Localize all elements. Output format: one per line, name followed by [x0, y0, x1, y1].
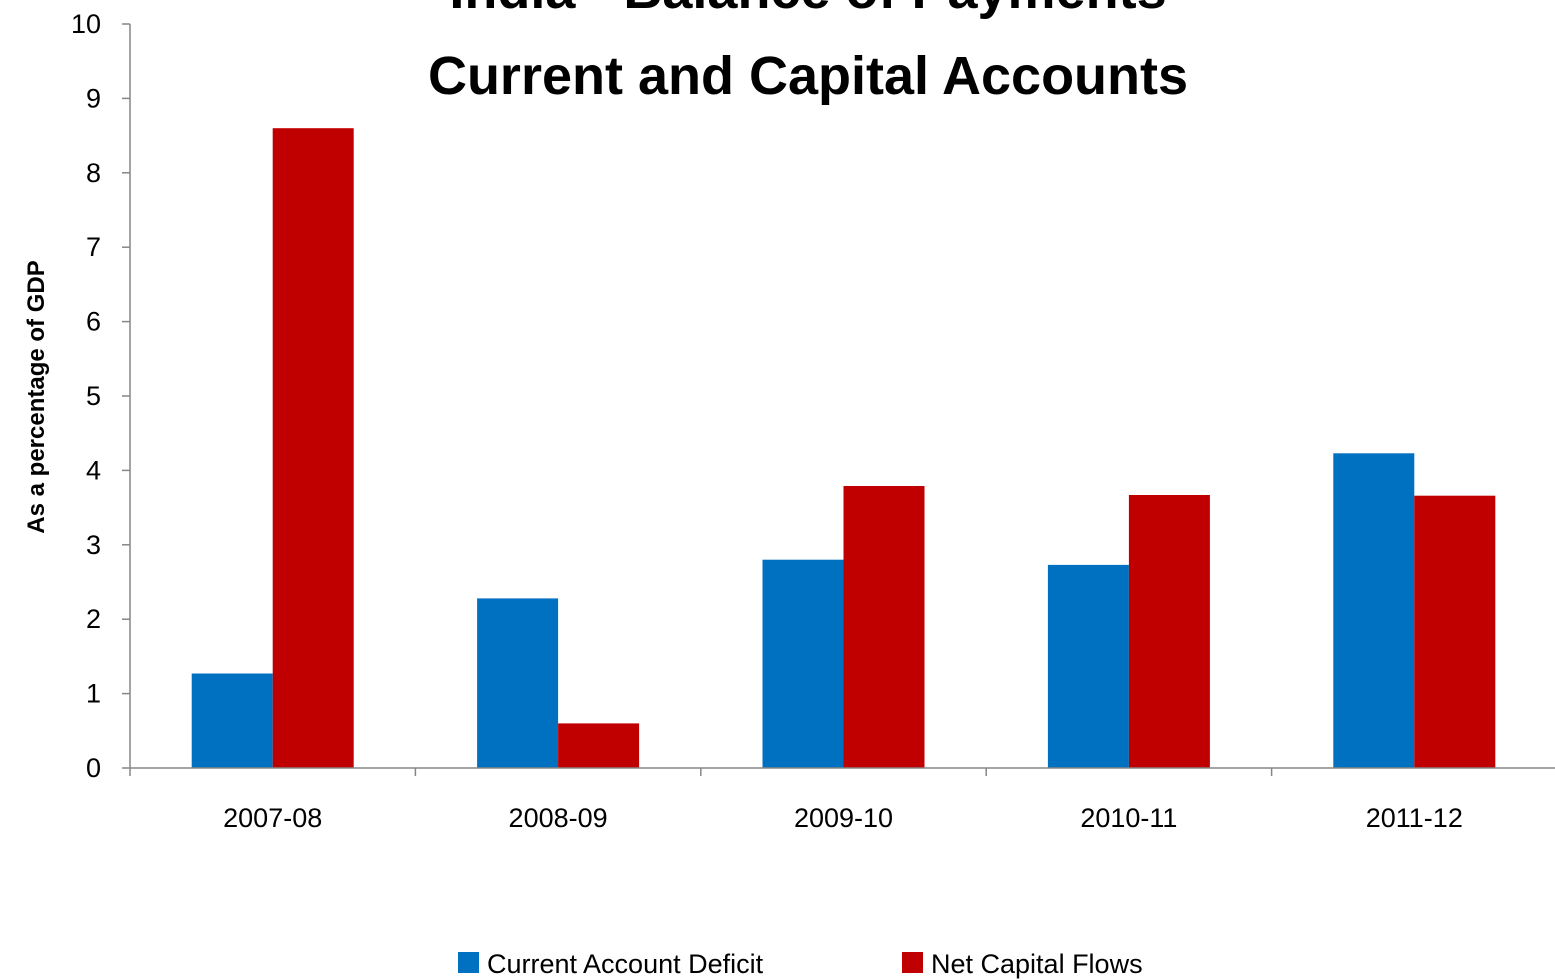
legend-swatch-net-capital-flows — [902, 952, 923, 973]
bar-net-capital-flows-2010-11 — [1128, 495, 1210, 768]
y-tick-label-7: 7 — [86, 232, 101, 262]
bar-current-account-deficit-2011-12 — [1333, 453, 1415, 768]
x-tick-label-2010-11: 2010-11 — [1080, 803, 1177, 833]
y-tick-label-3: 3 — [86, 530, 101, 560]
bar-current-account-deficit-2009-10 — [762, 559, 844, 768]
bar-net-capital-flows-2008-09 — [558, 723, 640, 768]
legend-swatch-current-account-deficit — [458, 952, 479, 973]
legend: Current Account Deficit Net Capital Flows — [458, 949, 1143, 979]
y-ticks-group: 0 1 2 3 4 5 6 7 8 9 10 — [71, 9, 130, 783]
y-tick-label-9: 9 — [86, 83, 101, 113]
chart-title-line-1: India - Balance of Payments — [449, 0, 1166, 20]
y-tick-label-10: 10 — [71, 9, 101, 39]
bars-group — [191, 128, 1496, 768]
y-tick-label-6: 6 — [86, 307, 101, 337]
bar-current-account-deficit-2008-09 — [477, 598, 559, 768]
y-tick-label-8: 8 — [86, 158, 101, 188]
x-tick-label-2011-12: 2011-12 — [1366, 803, 1463, 833]
bar-net-capital-flows-2011-12 — [1414, 495, 1496, 768]
y-tick-label-1: 1 — [86, 679, 101, 709]
x-tick-label-2008-09: 2008-09 — [509, 803, 608, 833]
y-tick-label-5: 5 — [86, 381, 101, 411]
y-tick-label-4: 4 — [86, 455, 101, 485]
bar-current-account-deficit-2007-08 — [191, 673, 273, 768]
bar-net-capital-flows-2009-10 — [843, 486, 925, 768]
y-tick-label-2: 2 — [86, 604, 101, 634]
y-tick-label-0: 0 — [86, 753, 101, 783]
x-tick-label-2007-08: 2007-08 — [223, 803, 322, 833]
legend-label-current-account-deficit: Current Account Deficit — [487, 949, 764, 979]
bar-net-capital-flows-2007-08 — [272, 128, 354, 768]
chart-title-line-2: Current and Capital Accounts — [428, 46, 1188, 106]
x-tick-label-2009-10: 2009-10 — [794, 803, 893, 833]
x-ticks-group: 2007-08 2008-09 2009-10 2010-11 2011-12 — [129, 768, 1463, 833]
y-axis-label: As a percentage of GDP — [23, 260, 50, 533]
legend-label-net-capital-flows: Net Capital Flows — [931, 949, 1143, 979]
bar-current-account-deficit-2010-11 — [1047, 564, 1129, 768]
